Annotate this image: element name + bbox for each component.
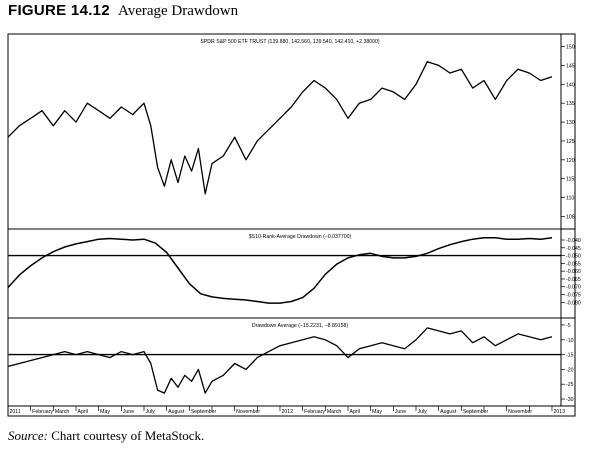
x-axis: 2011 February March April May June July August S… — [7, 406, 566, 415]
x-tick-label: July — [418, 409, 428, 415]
chart-frame — [7, 33, 576, 417]
y-tick-label: 120 — [566, 158, 575, 164]
x-tick-label: February — [304, 409, 325, 415]
panel-title: SPDR S&P 500 ETF TRUST (139.880, 142.560… — [200, 39, 380, 45]
y-tick-label: -0.060 — [566, 269, 581, 275]
x-tick-label: June — [395, 409, 406, 415]
source-label: Source: — [8, 428, 48, 443]
y-tick-label: -0.080 — [566, 300, 581, 306]
x-tick-label: July — [146, 409, 156, 415]
panel-title: $S10-Rank-Average Drawdown (−0.037700) — [249, 234, 352, 240]
y-tick-label: -5 — [566, 323, 571, 329]
y-tick-label: -20 — [566, 367, 574, 373]
y-tick-label: -25 — [566, 382, 574, 388]
y-tick-label: 135 — [566, 101, 575, 107]
x-tick-label: November — [236, 409, 260, 415]
y-tick-label: -0.055 — [566, 261, 581, 267]
figure-name: Average Drawdown — [117, 3, 239, 19]
y-tick-label: -0.045 — [566, 246, 581, 252]
x-tick-label: August — [168, 409, 185, 415]
y-tick-label: 110 — [566, 196, 574, 202]
x-tick-label: February — [32, 409, 53, 415]
y-tick-label: -0.065 — [566, 277, 581, 283]
panel-title: Drawdown Average (−15.2231, −8.89158) — [252, 323, 349, 329]
figure-title: FIGURE 14.12 Average Drawdown — [8, 2, 238, 20]
y-tick-label: -0.070 — [566, 285, 581, 291]
y-tick-label: -0.050 — [566, 254, 581, 260]
x-tick-label: 2012 — [282, 409, 294, 415]
x-tick-label: September — [463, 409, 489, 415]
y-tick-label: 130 — [566, 120, 575, 126]
x-tick-label: August — [440, 409, 457, 415]
panel-price: SPDR S&P 500 ETF TRUST (139.880, 142.560… — [7, 39, 575, 220]
figure-number: FIGURE 14.12 — [8, 2, 110, 19]
y-tick-label: -30 — [566, 397, 574, 403]
y-tick-label: -0.040 — [566, 238, 581, 244]
series-line — [7, 327, 553, 394]
x-tick-label: 2011 — [10, 409, 21, 415]
y-tick-label: 125 — [566, 139, 575, 145]
y-tick-label: -10 — [566, 338, 574, 344]
x-tick-label: May — [100, 409, 110, 415]
series-line — [7, 61, 553, 195]
y-tick-label: 140 — [566, 82, 575, 88]
series-line — [7, 236, 553, 304]
y-tick-label: -0.075 — [566, 293, 581, 299]
x-tick-label: November — [508, 409, 532, 415]
source-note: Source: Chart courtesy of MetaStock. — [8, 428, 204, 444]
source-text: Chart courtesy of MetaStock. — [51, 428, 205, 443]
x-tick-label: April — [350, 409, 360, 415]
y-tick-label: 105 — [566, 214, 575, 220]
y-tick-label: 145 — [566, 63, 575, 69]
x-tick-label: June — [123, 409, 134, 415]
y-tick-label: -15 — [566, 353, 574, 359]
panel-drawdown: Drawdown Average (−15.2231, −8.89158) -5 -… — [7, 323, 574, 403]
x-tick-label: 2013 — [554, 409, 566, 415]
panel-rank: $S10-Rank-Average Drawdown (−0.037700) -0… — [7, 234, 581, 306]
x-tick-label: March — [55, 409, 70, 415]
x-tick-label: March — [327, 409, 342, 415]
x-tick-label: April — [78, 409, 88, 415]
x-tick-label: September — [191, 409, 217, 415]
y-tick-label: 115 — [566, 177, 574, 183]
x-tick-label: May — [372, 409, 382, 415]
y-tick-label: 150 — [566, 45, 575, 51]
